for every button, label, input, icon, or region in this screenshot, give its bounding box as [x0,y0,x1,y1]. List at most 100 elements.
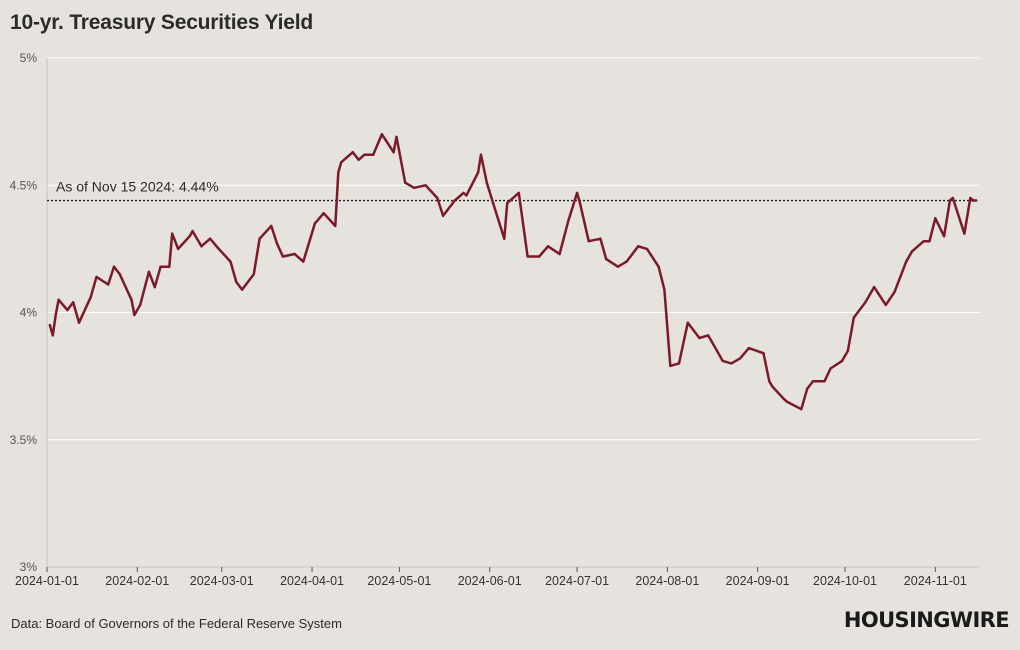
y-tick-label: 4% [20,306,38,320]
data-point [485,181,488,184]
data-point [974,199,978,202]
y-tick-label: 4.5% [10,178,38,192]
data-point [479,153,483,156]
data-point [686,321,689,324]
data-point [270,224,273,228]
data-point [503,237,506,240]
data-point [616,265,620,268]
data-point [147,270,151,273]
data-point [963,232,966,235]
series-group [48,133,978,411]
reference-line-group: As of Nov 15 2024: 4.44% [47,179,979,202]
axes: 3% 3.5% 4% 4.5% 5% 2024-01-01 2024-02-01 2024-0… [10,51,979,588]
data-point [404,181,407,184]
data-point [337,171,340,174]
data-point [372,153,375,156]
data-point [575,191,579,195]
data-point [133,313,136,317]
data-point [811,380,815,383]
data-point [721,359,724,363]
data-point [235,280,238,284]
chart-title: 10-yr. Treasury Securities Yield [10,11,313,34]
data-point [800,408,803,411]
data-point [864,301,867,304]
data-point [928,240,931,243]
data-point [258,237,261,240]
data-point [168,265,171,268]
data-point [462,191,465,195]
data-point [698,336,701,340]
series-line-0 [48,133,978,411]
data-point [823,380,826,383]
data-point [730,362,733,365]
data-point [893,290,896,294]
data-point [453,199,456,202]
data-point [934,217,937,220]
data-point [922,240,925,243]
data-point [625,260,628,263]
data-point [972,199,975,202]
data-point [677,362,681,365]
data-point [645,247,649,251]
data-point [118,273,122,276]
data-point [200,245,203,248]
data-point [351,151,354,154]
data-point [398,151,401,154]
data-point [48,324,52,327]
data-point [637,245,640,248]
x-tick-label: 2024-06-01 [458,574,522,588]
data-point [95,275,98,279]
data-point [188,235,191,238]
data-point [663,288,666,291]
data-point [363,153,366,156]
data-point [506,201,509,205]
data-point [806,387,809,390]
data-point [829,367,832,370]
data-point [334,224,337,228]
data-point [494,209,497,212]
data-point [51,334,54,337]
data-point [465,194,468,197]
data-point [89,296,92,299]
x-tick-label: 2024-07-01 [545,574,609,588]
x-tick-label: 2024-09-01 [726,574,790,588]
data-point [191,229,194,233]
x-tick-label: 2024-11-01 [904,574,967,588]
data-point [153,285,156,289]
x-tick-label: 2024-08-01 [635,574,699,588]
data-point [785,400,788,403]
data-point [951,196,954,200]
data-point [605,257,608,261]
data-point [526,255,529,258]
data-point [107,283,110,286]
data-point [66,308,69,312]
data-point [910,250,914,253]
gridlines [47,57,979,568]
data-point [942,235,946,238]
data-point [275,242,279,245]
data-point [558,252,561,256]
y-tick-label: 5% [20,51,38,65]
data-point [357,158,360,161]
data-point [905,260,908,263]
data-point [252,273,255,276]
data-point [657,265,660,268]
data-point [72,301,75,304]
data-point [424,184,427,187]
data-point [159,265,162,268]
x-tick-label: 2024-05-01 [367,574,431,588]
x-tick-label: 2024-03-01 [190,574,254,588]
data-point [176,247,180,251]
data-point [240,288,244,291]
data-point [669,364,672,368]
data-point [706,334,710,337]
x-tick-label: 2024-04-01 [280,574,344,588]
data-point [112,265,116,268]
data-point [380,133,384,136]
data-point [846,349,850,352]
data-point [969,196,972,200]
data-point [840,359,844,363]
data-point [281,255,285,258]
data-point [77,321,81,324]
